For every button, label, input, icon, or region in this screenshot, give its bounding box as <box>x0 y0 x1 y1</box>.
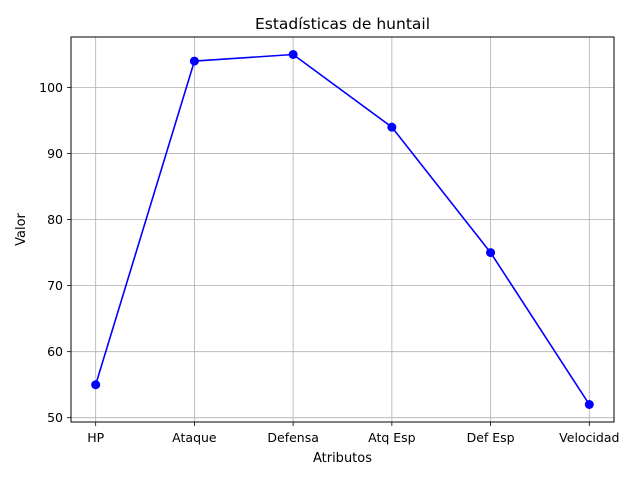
data-point <box>288 50 298 59</box>
chart-title: Estadísticas de huntail <box>255 15 430 33</box>
x-tick-label: Velocidad <box>559 430 619 445</box>
y-tick-label: 90 <box>47 146 63 161</box>
y-axis-label: Valor <box>14 212 29 245</box>
data-point <box>189 56 199 66</box>
series-line <box>94 53 590 405</box>
x-tick-label: Def Esp <box>467 430 515 445</box>
y-tick-label: 80 <box>47 212 63 227</box>
data-point <box>486 248 496 258</box>
series-layer <box>91 50 594 409</box>
y-tick-label: 50 <box>47 410 63 425</box>
data-point <box>387 122 397 132</box>
data-point <box>91 380 101 390</box>
y-tick-label: 60 <box>47 344 63 359</box>
y-tick-label: 100 <box>39 80 63 95</box>
x-tick-label: Defensa <box>267 430 319 445</box>
data-point <box>584 400 594 409</box>
x-tick-label: Atq Esp <box>368 430 416 445</box>
y-tick-label: 70 <box>47 278 63 293</box>
x-axis-label: Atributos <box>313 451 372 466</box>
x-tick-label: Ataque <box>172 430 217 445</box>
grid <box>71 37 614 422</box>
axis-ticks: HP Ataque Defensa Atq Esp Def Esp Velocidad 50… <box>39 80 619 445</box>
x-tick-label: HP <box>87 430 104 445</box>
plot-frame <box>70 36 615 423</box>
